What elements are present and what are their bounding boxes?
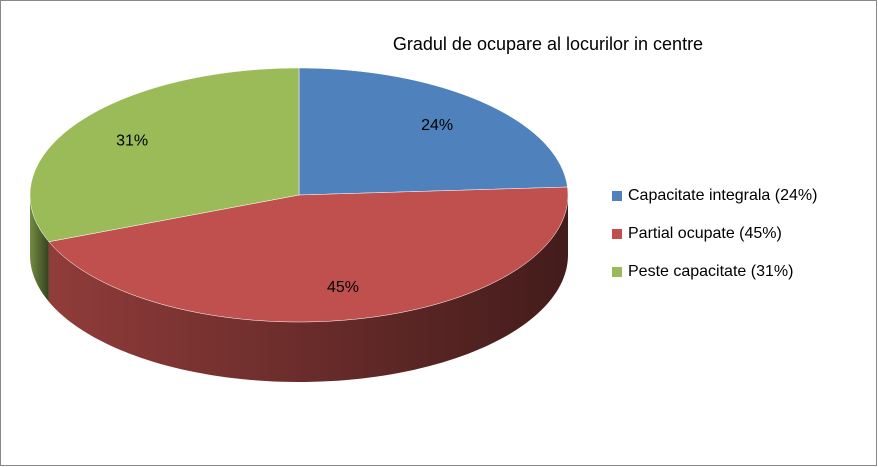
pie-slice: [298, 67, 568, 196]
pie-slice: [29, 67, 300, 243]
pie-slice-side: [30, 195, 49, 302]
chart-title: Gradul de ocupare al locurilor in centre: [393, 34, 703, 54]
pie-slice-side: [48, 195, 568, 382]
legend-label: Partial ocupate (45%): [628, 225, 782, 242]
legend-swatch: [612, 191, 622, 201]
legend-label: Capacitate integrala (24%): [628, 187, 817, 204]
data-label: 45%: [327, 279, 359, 296]
pie-slice: [48, 186, 569, 323]
data-label: 24%: [421, 117, 453, 134]
legend-label: Peste capacitate (31%): [628, 263, 793, 280]
data-label: 31%: [116, 133, 148, 150]
legend-swatch: [612, 267, 622, 277]
legend-swatch: [612, 229, 622, 239]
